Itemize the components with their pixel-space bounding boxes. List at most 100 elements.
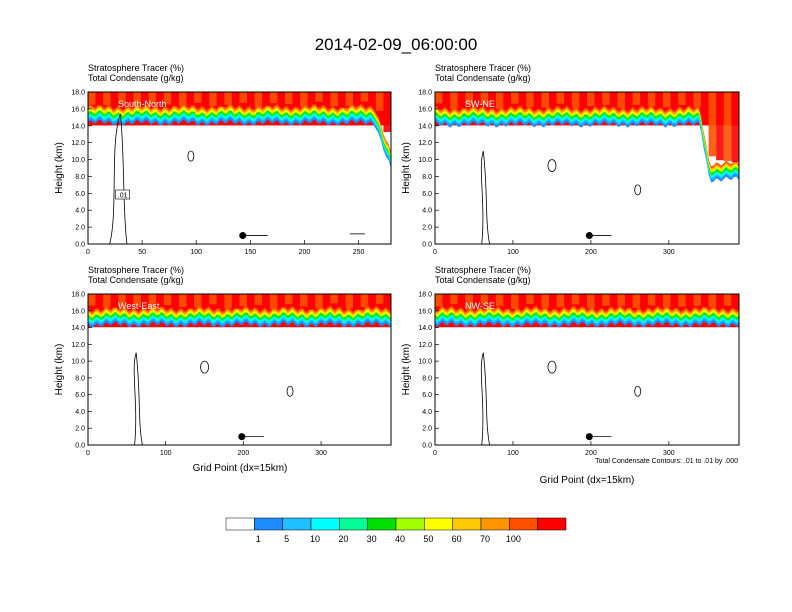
tracer-column xyxy=(353,294,361,310)
tracer-column xyxy=(201,92,210,104)
tracer-column xyxy=(533,92,542,110)
tracer-column xyxy=(488,92,496,109)
condensate-contour-1 xyxy=(480,150,490,244)
tracer-band-8 xyxy=(435,315,739,325)
tracer-column xyxy=(723,294,732,306)
tracer-band-10 xyxy=(88,318,391,328)
tracer-column xyxy=(110,294,119,308)
tracer-column xyxy=(701,92,709,113)
y-axis-title: Height (km) xyxy=(401,344,412,396)
tracer-band-1 xyxy=(435,305,739,315)
location-marker xyxy=(238,433,246,441)
colorbar-label-7: 50 xyxy=(423,534,433,544)
tracer-column xyxy=(663,92,671,108)
plot-area xyxy=(88,294,391,445)
tracer-column xyxy=(457,294,466,308)
tracer-band-9 xyxy=(435,317,739,327)
x-tick-label: 0 xyxy=(86,249,90,256)
tracer-column xyxy=(640,92,648,105)
y-tick-label: 14.0 xyxy=(71,325,85,332)
location-marker xyxy=(239,232,247,240)
tracer-column xyxy=(224,92,232,105)
colorbar-swatch-12 xyxy=(537,517,567,531)
tracer-column xyxy=(88,92,96,105)
condensate-contour-1 xyxy=(480,352,490,445)
y-tick-label: 18.0 xyxy=(71,292,85,299)
y-tick-label: 0.0 xyxy=(75,242,85,249)
tracer-column xyxy=(163,92,172,105)
y-tick-label: 0.0 xyxy=(422,443,432,450)
tracer-column xyxy=(118,92,126,104)
tracer-column xyxy=(224,294,232,309)
x-axis-title-left: Grid Point (dx=15km) xyxy=(193,463,288,474)
contour-label-box xyxy=(115,189,130,200)
y-tick-label: 16.0 xyxy=(71,106,85,113)
y-tick-label: 16.0 xyxy=(71,308,85,315)
condensate-contour-3 xyxy=(286,385,294,397)
tracer-band-5 xyxy=(435,310,739,320)
panel-header-line1: Stratosphere Tracer (%) xyxy=(435,63,531,73)
tracer-column xyxy=(480,92,489,106)
tracer-column xyxy=(495,92,504,110)
tracer-column xyxy=(708,92,717,157)
x-tick-label: 200 xyxy=(585,450,597,457)
plot-frame xyxy=(434,91,740,245)
tracer-column xyxy=(171,92,179,107)
tracer-column xyxy=(125,294,134,306)
colorbar-swatch-8 xyxy=(424,517,453,531)
y-tick-label: 12.0 xyxy=(418,140,432,147)
colorbar: 1 5 10 20 30 40 50 60 70 100 xyxy=(225,517,567,544)
condensate-contour-1 xyxy=(133,352,143,445)
tracer-column xyxy=(495,294,504,307)
tracer-column xyxy=(103,92,111,106)
x-tick-label: 300 xyxy=(315,450,327,457)
y-tick-label: 8.0 xyxy=(75,174,85,181)
colorbar-swatch-5 xyxy=(339,517,368,531)
tracer-column xyxy=(110,92,119,105)
y-tick-label: 12.0 xyxy=(418,342,432,349)
condensate-contour-2 xyxy=(200,360,209,374)
tracer-column xyxy=(337,294,346,306)
tracer-column xyxy=(307,92,316,105)
colorbar-swatch-6 xyxy=(367,517,397,531)
y-tick-label: 12.0 xyxy=(71,140,85,147)
tracer-column xyxy=(186,294,195,309)
y-tick-label: 12.0 xyxy=(71,342,85,349)
tracer-column xyxy=(609,92,618,108)
colorbar-swatch-4 xyxy=(310,517,340,531)
tracer-column xyxy=(156,294,164,307)
panel-header-line1: Stratosphere Tracer (%) xyxy=(88,265,184,275)
condensate-contour-3 xyxy=(634,184,642,196)
location-marker xyxy=(585,433,593,441)
tracer-column xyxy=(511,294,519,309)
tracer-column xyxy=(731,294,739,307)
colorbar-label-1: 1 xyxy=(256,534,261,544)
panel-header-line2: Total Condensate (g/kg) xyxy=(435,73,531,83)
tracer-column xyxy=(556,92,565,104)
y-tick-label: 2.0 xyxy=(422,426,432,433)
tracer-column xyxy=(701,294,709,307)
tracer-column xyxy=(95,294,104,307)
tracer-column xyxy=(549,92,557,105)
tracer-column xyxy=(216,92,225,107)
y-tick-label: 0.0 xyxy=(75,443,85,450)
x-axis-title-right: Grid Point (dx=15km) xyxy=(540,475,635,486)
tracer-column xyxy=(194,92,202,103)
x-tick-label: 200 xyxy=(238,450,250,457)
panel-1: .01 South-North Stratosphere Tracer (%)Tot… xyxy=(54,63,392,256)
x-tick-label: 0 xyxy=(433,450,437,457)
x-tick-label: 100 xyxy=(160,450,172,457)
tracer-column xyxy=(277,294,285,308)
tracer-column xyxy=(602,92,610,105)
colorbar-label-2: 5 xyxy=(284,534,289,544)
tracer-column xyxy=(587,92,595,107)
tracer-column xyxy=(655,92,663,108)
y-tick-label: 18.0 xyxy=(418,90,432,97)
colorbar-label-6: 40 xyxy=(395,534,405,544)
x-tick-label: 0 xyxy=(433,249,437,256)
tracer-column xyxy=(587,294,595,309)
tracer-band-9 xyxy=(435,117,739,181)
y-tick-label: 10.0 xyxy=(418,359,432,366)
